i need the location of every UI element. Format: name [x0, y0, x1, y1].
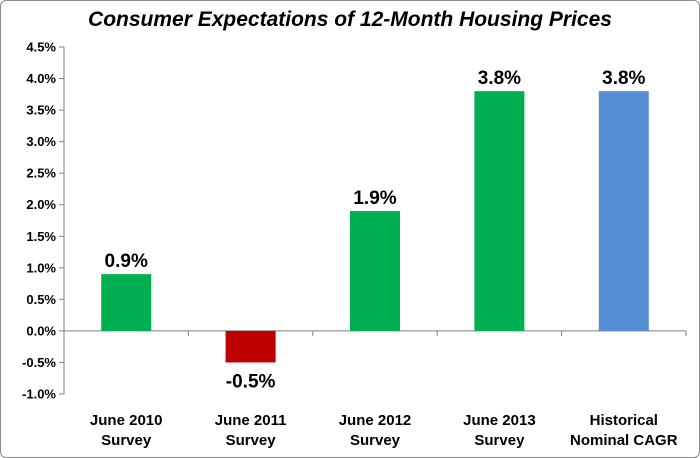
data-label: 3.8% [602, 68, 645, 89]
bar [225, 330, 276, 363]
chart-title: Consumer Expectations of 12-Month Housin… [88, 8, 612, 31]
y-tick-label: 0.5% [26, 292, 56, 307]
data-label: 0.9% [105, 251, 148, 272]
y-tick-label: -1.0% [22, 387, 56, 402]
data-label: 3.8% [478, 68, 521, 89]
category-label: June 2012 [339, 412, 412, 429]
bar [598, 91, 649, 331]
category-label: June 2013 [463, 412, 536, 429]
y-tick-label: 0.0% [26, 323, 56, 338]
y-tick-label: 4.5% [26, 40, 56, 55]
y-tick-label: 1.0% [26, 260, 56, 275]
y-tick-label: 3.5% [26, 103, 56, 118]
category-label: Nominal CAGR [570, 432, 678, 449]
data-label: -0.5% [226, 371, 276, 392]
y-tick-label: 4.0% [26, 71, 56, 86]
y-tick-label: 3.0% [26, 134, 56, 149]
category-label: June 2010 [90, 412, 163, 429]
y-tick-label: 1.5% [26, 229, 56, 244]
category-label: June 2011 [215, 412, 287, 429]
y-tick-label: -0.5% [22, 355, 56, 370]
y-tick-label: 2.0% [26, 197, 56, 212]
bar [474, 91, 525, 331]
category-label: Survey [350, 432, 401, 449]
y-tick-label: 2.5% [26, 166, 56, 181]
category-label: Survey [101, 432, 152, 449]
bar [101, 274, 152, 331]
category-label: Historical [590, 412, 658, 429]
bar [350, 211, 400, 331]
data-label: 1.9% [353, 188, 396, 209]
category-label: Survey [226, 432, 277, 449]
category-label: Survey [474, 432, 525, 449]
